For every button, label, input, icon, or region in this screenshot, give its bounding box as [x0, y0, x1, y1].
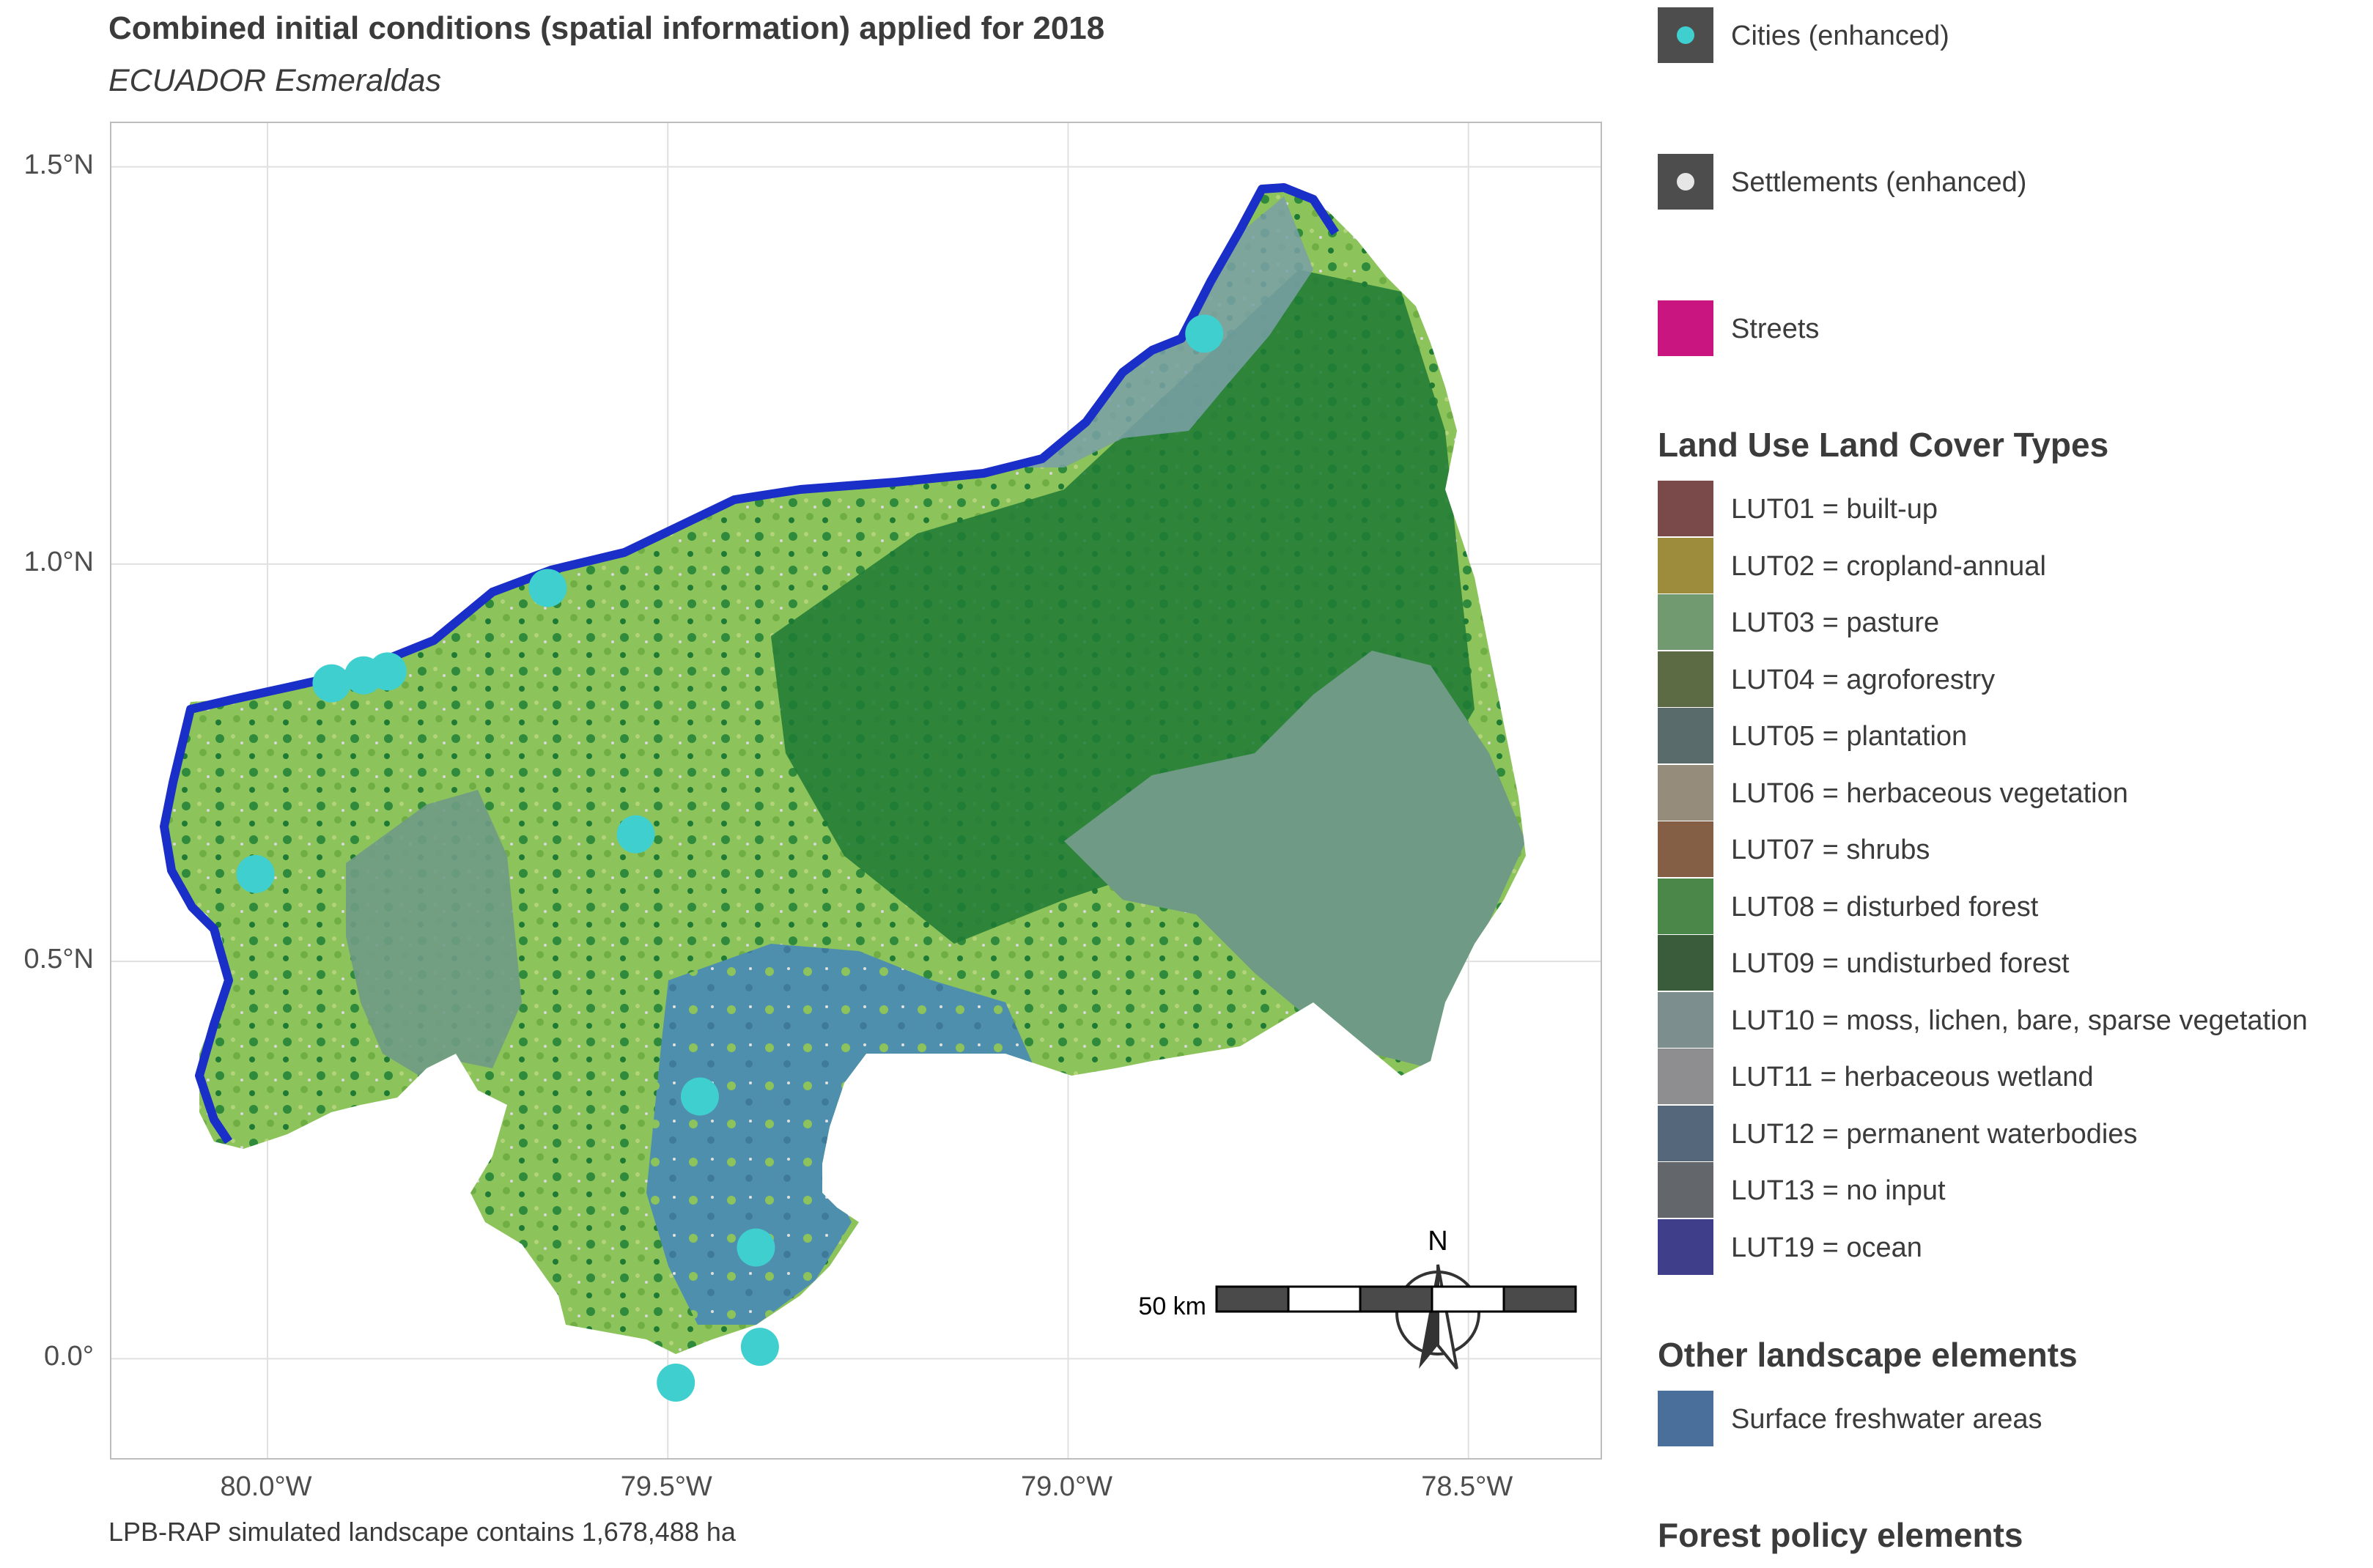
cities-layer: [236, 314, 1224, 1402]
legend-label-lulc: LUT03 = pasture: [1731, 607, 1940, 638]
scale-bar: 50 km: [1138, 1285, 1577, 1320]
legend-label-lulc: LUT10 = moss, lichen, bare, sparse veget…: [1731, 1005, 2308, 1036]
legend-label-streets: Streets: [1731, 314, 1820, 344]
legend-label-lulc: LUT02 = cropland-annual: [1731, 550, 2046, 582]
settlement-marker-icon: [1677, 173, 1694, 191]
legend-key-lulc: [1658, 991, 1713, 1048]
legend-key-lulc: [1658, 935, 1713, 991]
legend-label-lulc: LUT07 = shrubs: [1731, 835, 1930, 865]
legend-key-lulc: [1658, 537, 1713, 593]
legend-label-lulc: LUT05 = plantation: [1731, 721, 1968, 752]
city-marker-icon: [1677, 26, 1694, 44]
legend-label-lulc: LUT04 = agroforestry: [1731, 664, 1996, 695]
legend-key-lulc: [1658, 821, 1713, 877]
land-area: [160, 183, 1526, 1354]
city-marker: [368, 652, 407, 691]
city-marker: [737, 1228, 775, 1267]
legend-key-cities: [1658, 7, 1713, 63]
legend-label-lulc: LUT11 = herbaceous wetland: [1731, 1062, 2094, 1092]
legend-label-lulc: LUT19 = ocean: [1731, 1232, 1922, 1263]
city-marker: [312, 664, 351, 703]
city-marker: [657, 1363, 695, 1402]
pasture-area-east: [1064, 651, 1526, 1068]
map-panel: N 50 km: [110, 122, 1602, 1460]
legend-label-lulc: LUT09 = undisturbed forest: [1731, 948, 2070, 979]
city-marker: [680, 1077, 719, 1116]
legend-key-lulc: [1658, 708, 1713, 763]
legend-label-cities: Cities (enhanced): [1731, 21, 1949, 51]
legend-title-lulc: Land Use Land Cover Types: [1658, 426, 2109, 464]
legend-key-lulc: [1658, 878, 1713, 934]
landscape-caption: LPB-RAP simulated landscape contains 1,6…: [108, 1517, 736, 1547]
scale-bar-label: 50 km: [1138, 1293, 1206, 1320]
legend-label-lulc: LUT08 = disturbed forest: [1731, 891, 2039, 922]
lon-tick-label: 80.0°W: [220, 1471, 312, 1502]
map-title: Combined initial conditions (spatial inf…: [108, 10, 1105, 46]
legend-key-lulc: [1658, 651, 1713, 707]
lat-tick-label: 0.5°N: [23, 944, 94, 975]
legend-key-settlements: [1658, 154, 1713, 210]
city-marker: [740, 1328, 779, 1367]
legend-key-streets: [1658, 300, 1713, 356]
map-subtitle: ECUADOR Esmeraldas: [108, 63, 441, 98]
north-arrow-label: N: [1428, 1226, 1447, 1257]
map-canvas: N 50 km: [111, 123, 1601, 1458]
legend-key-freshwater: [1658, 1391, 1713, 1446]
lon-tick-label: 78.5°W: [1421, 1471, 1513, 1502]
city-marker: [1185, 314, 1224, 353]
legend-label-lulc: LUT13 = no input: [1731, 1175, 1946, 1206]
legend-key-lulc: [1658, 1049, 1713, 1104]
legend-key-lulc: [1658, 764, 1713, 821]
plantation-area-south: [646, 944, 1035, 1325]
city-marker: [528, 569, 567, 607]
legend-key-lulc: [1658, 1218, 1713, 1275]
city-marker: [236, 854, 275, 893]
legend-label-settlements: Settlements (enhanced): [1731, 167, 2027, 198]
lon-tick-label: 79.0°W: [1020, 1471, 1113, 1502]
lon-tick-label: 79.5°W: [620, 1471, 712, 1502]
legend-key-lulc: [1658, 1162, 1713, 1218]
legend-title-other: Other landscape elements: [1658, 1336, 2078, 1374]
city-marker: [616, 815, 655, 854]
legend-title-forest-policy: Forest policy elements: [1658, 1516, 2023, 1554]
lat-tick-label: 1.0°N: [23, 546, 94, 577]
lat-tick-label: 0.0°: [43, 1341, 94, 1372]
legend-key-lulc: [1658, 594, 1713, 650]
pasture-area-west: [346, 790, 522, 1076]
lat-tick-label: 1.5°N: [23, 149, 94, 180]
legend-label-lulc: LUT01 = built-up: [1731, 494, 1938, 525]
legend-key-lulc: [1658, 481, 1713, 536]
legend-key-lulc: [1658, 1105, 1713, 1161]
legend-label-freshwater: Surface freshwater areas: [1731, 1404, 2042, 1435]
legend-label-lulc: LUT12 = permanent waterbodies: [1731, 1118, 2138, 1150]
legend-label-lulc: LUT06 = herbaceous vegetation: [1731, 777, 2128, 809]
